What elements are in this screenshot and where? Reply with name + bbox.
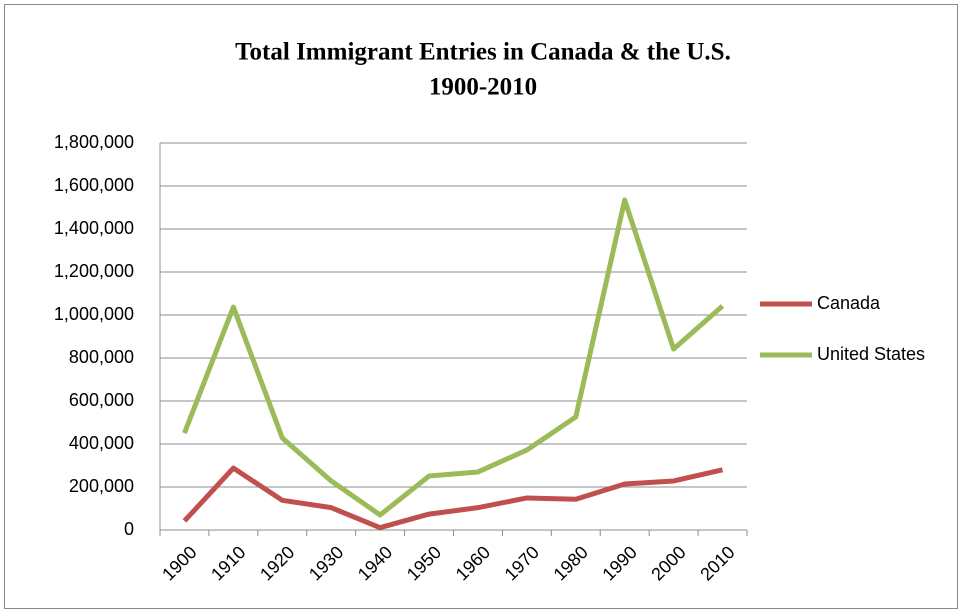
y-tick-label: 1,600,000 <box>54 175 134 195</box>
chart-subtitle: 1900-2010 <box>429 74 537 101</box>
line-series <box>182 197 725 518</box>
y-tick-label: 1,200,000 <box>54 261 134 281</box>
chart-title: Total Immigrant Entries in Canada & the … <box>235 39 731 66</box>
legend-label: Canada <box>817 293 881 313</box>
y-tick-label: 400,000 <box>69 433 134 453</box>
legend-label: United States <box>817 344 925 364</box>
y-tick-label: 1,400,000 <box>54 218 134 238</box>
line-series <box>182 465 724 531</box>
y-tick-label: 0 <box>124 519 134 539</box>
y-tick-label: 600,000 <box>69 390 134 410</box>
y-tick-label: 1,000,000 <box>54 304 134 324</box>
y-tick-label: 1,800,000 <box>54 132 134 152</box>
y-tick-label: 200,000 <box>69 476 134 496</box>
y-tick-label: 800,000 <box>69 347 134 367</box>
